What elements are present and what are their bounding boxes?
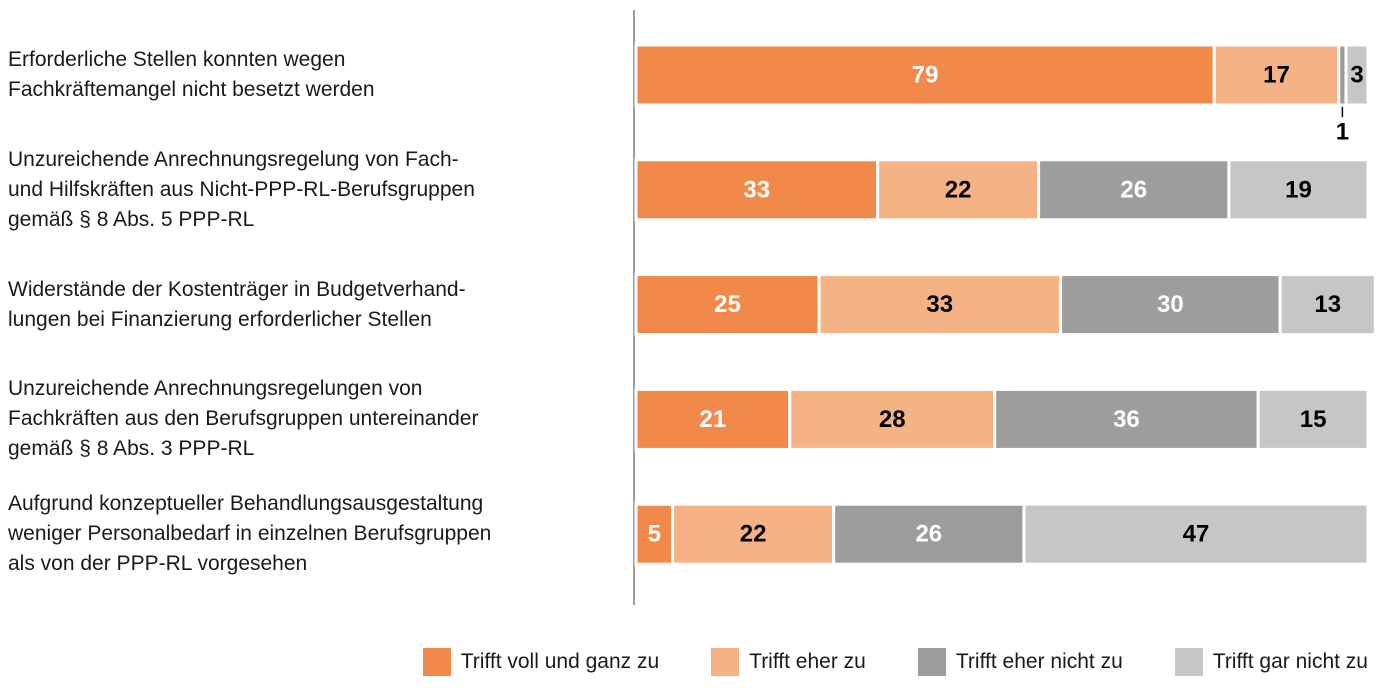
- legend-swatch: [1174, 648, 1203, 676]
- legend-label: Trifft gar nicht zu: [1212, 650, 1368, 673]
- value-label: 25: [714, 291, 741, 318]
- value-label: 30: [1157, 291, 1184, 318]
- value-label: 79: [912, 62, 939, 89]
- value-label: 28: [879, 406, 906, 433]
- bar-segment: [1256, 387, 1370, 451]
- bar-segment: [634, 158, 880, 222]
- legend-item: Trifft eher zu: [711, 648, 866, 676]
- bar-segment: [993, 387, 1260, 451]
- value-label: 19: [1285, 176, 1312, 203]
- bar-segment: [634, 502, 675, 566]
- category-label: Unzureichende Anrechnungsregelungen von …: [8, 377, 479, 461]
- bar-segment: [876, 158, 1041, 222]
- value-label: 21: [700, 406, 727, 433]
- legend-swatch: [711, 648, 740, 676]
- legend: Trifft voll und ganz zu Trifft eher zu Tri…: [422, 648, 1368, 676]
- value-label: 26: [915, 521, 942, 548]
- legend-swatch: [917, 648, 946, 676]
- category-label: Widerstände der Kostenträger in Budgetve…: [8, 277, 466, 331]
- value-label: 17: [1263, 62, 1290, 89]
- category-label: Aufgrund konzeptueller Behandlungsausges…: [8, 492, 492, 576]
- value-label: 33: [743, 176, 770, 203]
- legend-swatch: [422, 648, 451, 676]
- value-label: 13: [1314, 291, 1341, 318]
- bar-segment: [1212, 43, 1341, 107]
- bar-segment: [671, 502, 836, 566]
- value-label: 22: [740, 521, 767, 548]
- bar-segment: [1227, 158, 1370, 222]
- legend-item: Trifft gar nicht zu: [1174, 648, 1368, 676]
- bar-segment: [634, 387, 792, 451]
- bar-segment: [788, 387, 997, 451]
- value-label: 22: [945, 176, 972, 203]
- legend-label: Trifft eher nicht zu: [955, 650, 1123, 673]
- value-label: 36: [1113, 406, 1140, 433]
- value-label: 47: [1183, 521, 1210, 548]
- legend-label: Trifft eher zu: [749, 650, 866, 673]
- bar-segment: [1022, 502, 1370, 566]
- legend-item: Trifft eher nicht zu: [917, 648, 1123, 676]
- category-label: Erforderliche Stellen konnten wegen Fach…: [8, 48, 375, 101]
- value-label: 26: [1120, 176, 1147, 203]
- value-label: 1: [1336, 119, 1349, 146]
- value-label: 15: [1300, 406, 1327, 433]
- value-label: 3: [1350, 62, 1363, 89]
- bar-segment: [1278, 273, 1377, 337]
- legend-label: Trifft voll und ganz zu: [460, 650, 660, 673]
- legend-item: Trifft voll und ganz zu: [422, 648, 660, 676]
- bar-segment: [1344, 43, 1370, 107]
- value-label: 5: [648, 521, 661, 548]
- value-label: 33: [926, 291, 953, 318]
- category-label: Unzureichende Anrechnungsregelung von Fa…: [8, 147, 475, 231]
- bar-segment: [1059, 273, 1282, 337]
